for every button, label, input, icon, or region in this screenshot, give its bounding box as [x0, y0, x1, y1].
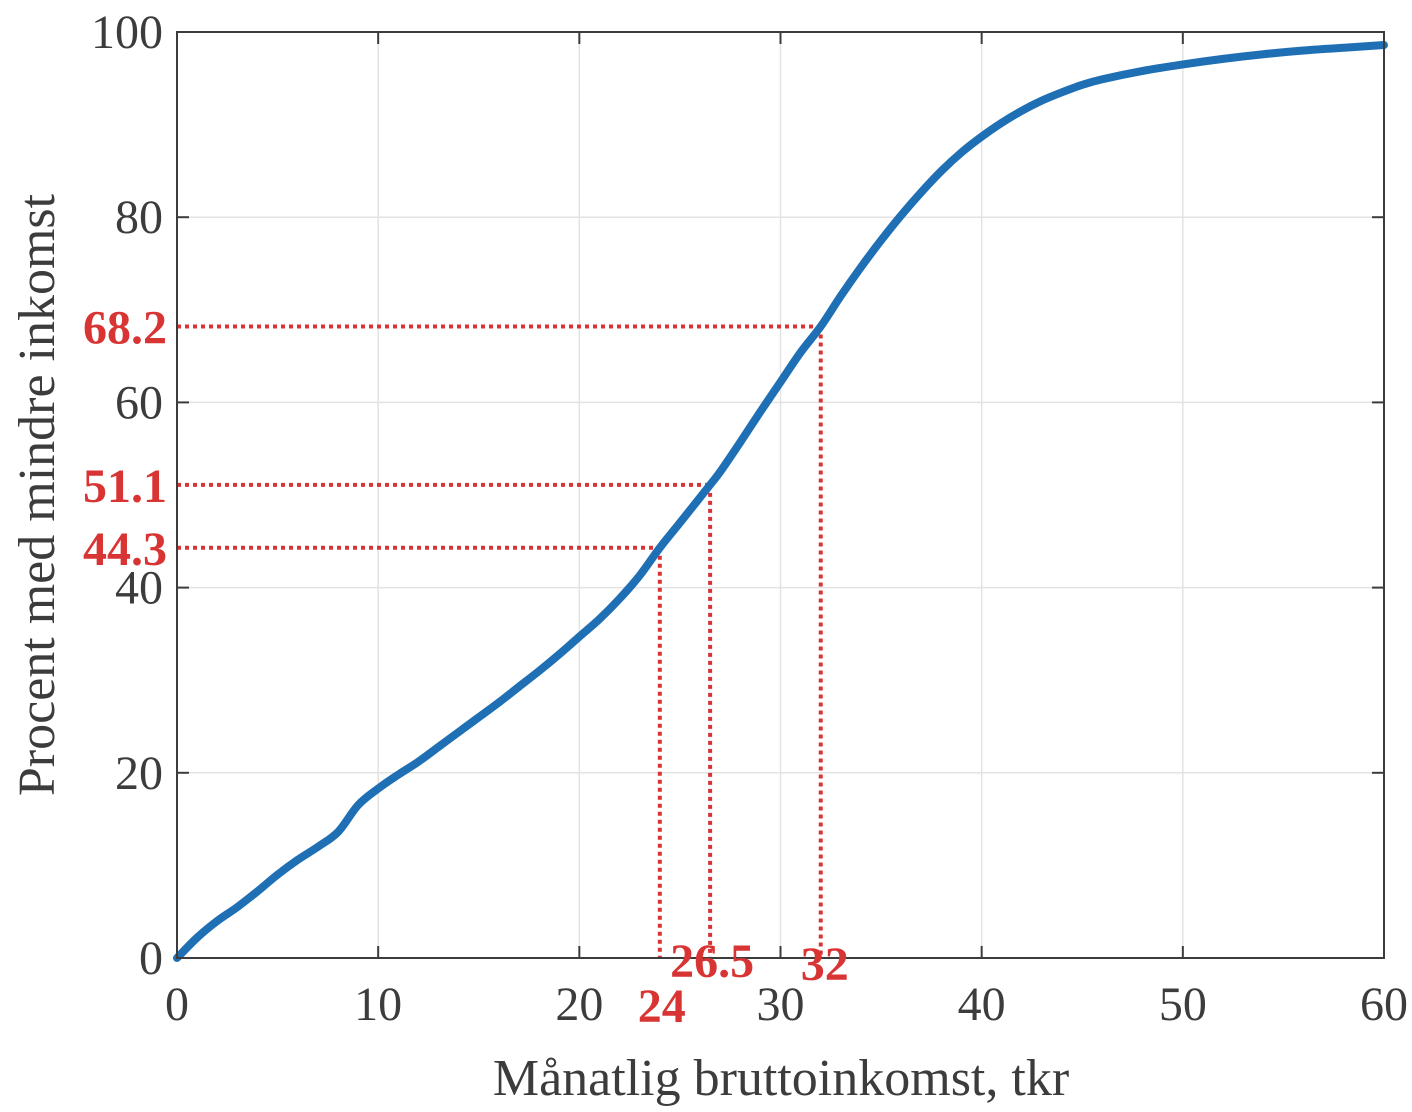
- annotation-x-label: 24: [638, 980, 686, 1033]
- annotation-x-label: 32: [801, 938, 849, 991]
- x-tick-label: 60: [1360, 978, 1408, 1031]
- annotation-x-label: 26.5: [670, 935, 754, 988]
- annotation-guides: [177, 324, 823, 958]
- x-axis-label: Månatlig bruttoinkomst, tkr: [493, 1050, 1069, 1107]
- tick-labels: 0 10 20 30 40 50 60 0 20 40 60 80 100: [91, 6, 1408, 1031]
- x-tick-label: 10: [354, 978, 402, 1031]
- x-tick-label: 20: [555, 978, 603, 1031]
- y-axis-label: Procent med mindre inkomst: [9, 193, 66, 796]
- y-tick-label: 40: [115, 562, 163, 615]
- annotation-y-label: 44.3: [83, 523, 167, 576]
- plot-frame: [176, 31, 1385, 959]
- x-tick-label: 40: [958, 978, 1006, 1031]
- y-tick-label: 0: [139, 932, 163, 985]
- series-layer: [173, 40, 1388, 962]
- y-tick-label: 80: [115, 191, 163, 244]
- annotation-y-label: 68.2: [83, 301, 167, 354]
- x-tick-label: 30: [757, 978, 805, 1031]
- y-tick-label: 60: [115, 376, 163, 429]
- grid-lines: [177, 32, 1384, 958]
- x-tick-label: 0: [165, 978, 189, 1031]
- y-tick-label: 20: [115, 747, 163, 800]
- series-line: [173, 40, 1388, 962]
- annotation-y-label: 51.1: [83, 460, 167, 513]
- annotation-labels: 44.3 24 51.1 26.5 68.2 32: [83, 301, 849, 1033]
- x-tick-label: 50: [1159, 978, 1207, 1031]
- y-tick-label: 100: [91, 6, 163, 59]
